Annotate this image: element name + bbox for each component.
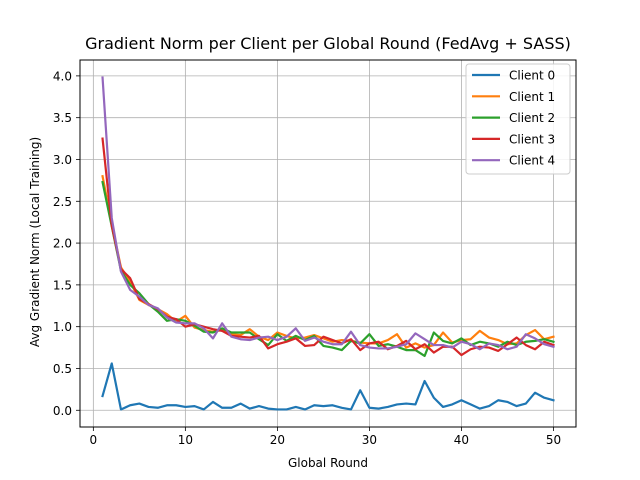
x-tick-label: 10 (178, 433, 193, 447)
y-tick-label: 3.0 (53, 153, 72, 167)
legend-box (465, 63, 571, 175)
x-tick-label: 0 (90, 433, 98, 447)
y-tick-label: 4.0 (53, 69, 72, 83)
x-tick-label: 40 (454, 433, 469, 447)
legend-label: Client 3 (509, 132, 555, 146)
series-line-client-0 (101, 362, 555, 411)
x-axis: 0 10 20 30 40 50 (90, 427, 561, 447)
chart-title: Gradient Norm per Client per Global Roun… (85, 34, 571, 53)
series-line-client-3 (101, 137, 555, 357)
x-axis-label: Global Round (288, 456, 368, 470)
legend-label: Client 0 (509, 69, 555, 83)
series-line-client-4 (101, 76, 555, 351)
y-tick-label: 1.5 (53, 278, 72, 292)
plot-frame (79, 59, 577, 428)
grid (80, 60, 576, 427)
legend: Client 0 Client 1 Client 2 Client 3 Client 4 (465, 63, 571, 175)
y-tick-label: 3.5 (53, 111, 72, 125)
legend-label: Client 1 (509, 90, 555, 104)
legend-label: Client 2 (509, 111, 555, 125)
x-tick-label: 30 (362, 433, 377, 447)
y-tick-label: 0.0 (53, 404, 72, 418)
y-axis-label: Avg Gradient Norm (Local Training) (28, 137, 42, 347)
x-tick-label: 50 (546, 433, 561, 447)
x-tick-label: 20 (270, 433, 285, 447)
y-tick-label: 2.0 (53, 237, 72, 251)
y-axis: 0.0 0.5 1.0 1.5 2.0 2.5 3.0 3.5 4.0 (53, 69, 80, 418)
y-tick-label: 2.5 (53, 195, 72, 209)
y-tick-label: 1.0 (53, 320, 72, 334)
y-tick-label: 0.5 (53, 362, 72, 376)
legend-label: Client 4 (509, 154, 555, 168)
series-lines (101, 76, 555, 411)
